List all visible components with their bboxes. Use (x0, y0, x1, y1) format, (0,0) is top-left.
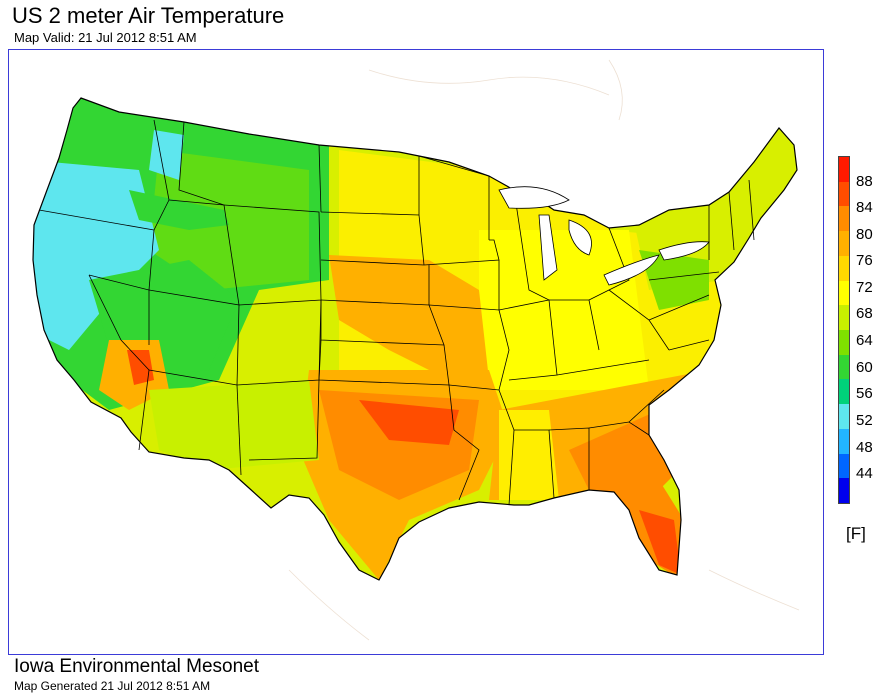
legend-color-swatch (839, 255, 849, 282)
map-title: US 2 meter Air Temperature (12, 3, 285, 28)
legend-color-swatch (839, 379, 849, 405)
legend-unit: [F] (846, 524, 866, 543)
legend-label: 44 (856, 465, 873, 482)
legend-label: 68 (856, 305, 873, 322)
legend-color-swatch (839, 354, 849, 380)
temperature-map (32, 59, 800, 641)
legend-label: 48 (856, 439, 873, 456)
map-frame (8, 49, 824, 655)
legend-label: 64 (856, 332, 873, 349)
legend-color-swatch (839, 453, 849, 479)
organization-name: Iowa Environmental Mesonet (14, 656, 260, 677)
legend-label: 52 (856, 412, 873, 429)
legend-label: 80 (856, 226, 873, 243)
temperature-field (33, 98, 797, 580)
legend-color-swatch (839, 428, 849, 455)
color-legend-bar (838, 156, 850, 504)
legend-color-swatch (839, 305, 849, 331)
legend-label: 76 (856, 252, 873, 269)
legend-color-swatch (839, 330, 849, 356)
legend-color-swatch (839, 280, 849, 306)
map-generated-time: Map Generated 21 Jul 2012 8:51 AM (14, 679, 211, 693)
state-boundaries (38, 119, 755, 506)
legend-label: 88 (856, 173, 873, 190)
legend-label: 72 (856, 279, 873, 296)
great-lakes (498, 186, 710, 286)
us-outline (32, 97, 798, 581)
legend-color-swatch (839, 181, 849, 207)
legend-label: 84 (856, 199, 873, 216)
legend-color-swatch (839, 478, 849, 504)
legend-color-swatch (839, 404, 849, 430)
legend-color-swatch (839, 206, 849, 232)
background-coastlines (288, 59, 800, 641)
legend-label: 60 (856, 359, 873, 376)
legend-color-swatch (839, 157, 849, 183)
legend-color-swatch (839, 231, 849, 257)
map-valid-time: Map Valid: 21 Jul 2012 8:51 AM (14, 30, 197, 45)
legend-label: 56 (856, 385, 873, 402)
